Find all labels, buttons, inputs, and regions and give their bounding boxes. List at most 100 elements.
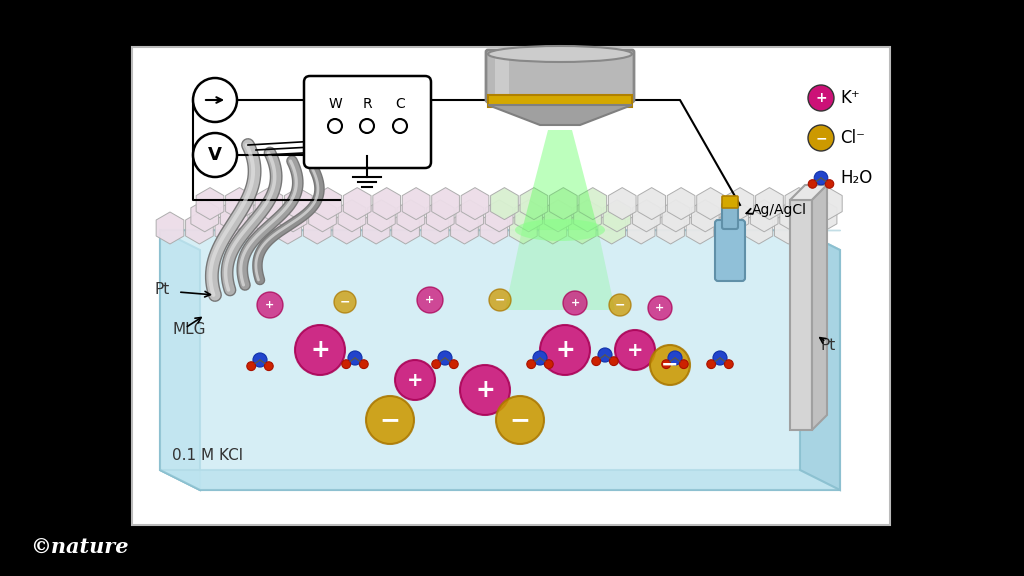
Circle shape bbox=[648, 296, 672, 320]
Circle shape bbox=[359, 360, 369, 369]
Polygon shape bbox=[461, 188, 488, 219]
Polygon shape bbox=[490, 188, 518, 219]
Polygon shape bbox=[656, 212, 684, 244]
Circle shape bbox=[808, 125, 834, 151]
Circle shape bbox=[438, 351, 452, 365]
Polygon shape bbox=[515, 200, 543, 232]
Polygon shape bbox=[573, 200, 601, 232]
Text: 0.1 M KCl: 0.1 M KCl bbox=[172, 448, 243, 463]
Polygon shape bbox=[603, 200, 631, 232]
Text: +: + bbox=[425, 295, 434, 305]
Circle shape bbox=[808, 85, 834, 111]
Polygon shape bbox=[568, 212, 596, 244]
Polygon shape bbox=[160, 230, 840, 490]
Text: −: − bbox=[815, 131, 826, 145]
Polygon shape bbox=[686, 212, 714, 244]
Polygon shape bbox=[608, 188, 636, 219]
Circle shape bbox=[247, 362, 256, 370]
Text: +: + bbox=[475, 378, 495, 402]
Circle shape bbox=[417, 287, 443, 313]
Circle shape bbox=[713, 351, 727, 365]
Circle shape bbox=[193, 78, 237, 122]
Polygon shape bbox=[598, 212, 626, 244]
Polygon shape bbox=[550, 188, 578, 219]
Polygon shape bbox=[190, 200, 218, 232]
Polygon shape bbox=[255, 188, 283, 219]
Text: Ag/AgCl: Ag/AgCl bbox=[752, 203, 807, 217]
Circle shape bbox=[460, 365, 510, 415]
Polygon shape bbox=[280, 200, 307, 232]
Text: K⁺: K⁺ bbox=[840, 89, 860, 107]
Polygon shape bbox=[745, 212, 773, 244]
Text: −: − bbox=[510, 408, 530, 432]
Circle shape bbox=[360, 119, 374, 133]
Circle shape bbox=[609, 357, 618, 366]
Polygon shape bbox=[751, 200, 778, 232]
Ellipse shape bbox=[515, 219, 605, 241]
Polygon shape bbox=[432, 188, 460, 219]
Polygon shape bbox=[691, 200, 719, 232]
Polygon shape bbox=[225, 188, 253, 219]
Circle shape bbox=[598, 348, 612, 362]
Text: C: C bbox=[395, 97, 404, 111]
Polygon shape bbox=[338, 200, 366, 232]
Polygon shape bbox=[285, 188, 312, 219]
Polygon shape bbox=[790, 200, 812, 430]
Circle shape bbox=[707, 360, 716, 369]
Circle shape bbox=[650, 345, 690, 385]
Circle shape bbox=[432, 360, 440, 369]
Text: W: W bbox=[328, 97, 342, 111]
Polygon shape bbox=[809, 200, 837, 232]
Text: ©nature: ©nature bbox=[30, 538, 128, 558]
Circle shape bbox=[328, 119, 342, 133]
Circle shape bbox=[334, 291, 356, 313]
Text: +: + bbox=[310, 338, 330, 362]
Circle shape bbox=[679, 360, 688, 369]
Circle shape bbox=[668, 351, 682, 365]
Circle shape bbox=[724, 360, 733, 369]
Text: R: R bbox=[362, 97, 372, 111]
Polygon shape bbox=[160, 470, 840, 490]
Polygon shape bbox=[343, 188, 371, 219]
Polygon shape bbox=[333, 212, 360, 244]
Circle shape bbox=[532, 351, 547, 365]
Polygon shape bbox=[790, 185, 827, 200]
Polygon shape bbox=[668, 188, 695, 219]
Polygon shape bbox=[485, 200, 513, 232]
Circle shape bbox=[526, 360, 536, 369]
Polygon shape bbox=[721, 200, 749, 232]
Polygon shape bbox=[812, 185, 827, 430]
Polygon shape bbox=[633, 200, 660, 232]
Polygon shape bbox=[156, 212, 184, 244]
FancyBboxPatch shape bbox=[722, 196, 738, 208]
Circle shape bbox=[489, 289, 511, 311]
Polygon shape bbox=[628, 212, 655, 244]
Polygon shape bbox=[800, 230, 840, 490]
Polygon shape bbox=[421, 212, 449, 244]
Polygon shape bbox=[716, 212, 743, 244]
FancyBboxPatch shape bbox=[304, 76, 431, 168]
Text: −: − bbox=[662, 355, 679, 375]
Polygon shape bbox=[392, 212, 420, 244]
Circle shape bbox=[393, 119, 407, 133]
Polygon shape bbox=[197, 188, 224, 219]
Polygon shape bbox=[785, 188, 813, 219]
Text: H₂O: H₂O bbox=[840, 169, 872, 187]
Text: V: V bbox=[208, 146, 222, 164]
Polygon shape bbox=[544, 200, 572, 232]
FancyBboxPatch shape bbox=[132, 47, 890, 525]
Text: Pt: Pt bbox=[820, 338, 836, 353]
Text: +: + bbox=[627, 340, 643, 359]
Polygon shape bbox=[638, 188, 666, 219]
Text: +: + bbox=[555, 338, 574, 362]
Ellipse shape bbox=[488, 46, 632, 62]
Polygon shape bbox=[308, 200, 336, 232]
Polygon shape bbox=[522, 130, 598, 230]
Polygon shape bbox=[480, 212, 508, 244]
Polygon shape bbox=[368, 200, 395, 232]
Polygon shape bbox=[314, 188, 342, 219]
Circle shape bbox=[615, 330, 655, 370]
Polygon shape bbox=[362, 212, 390, 244]
Text: −: − bbox=[380, 408, 400, 432]
Circle shape bbox=[592, 357, 601, 366]
